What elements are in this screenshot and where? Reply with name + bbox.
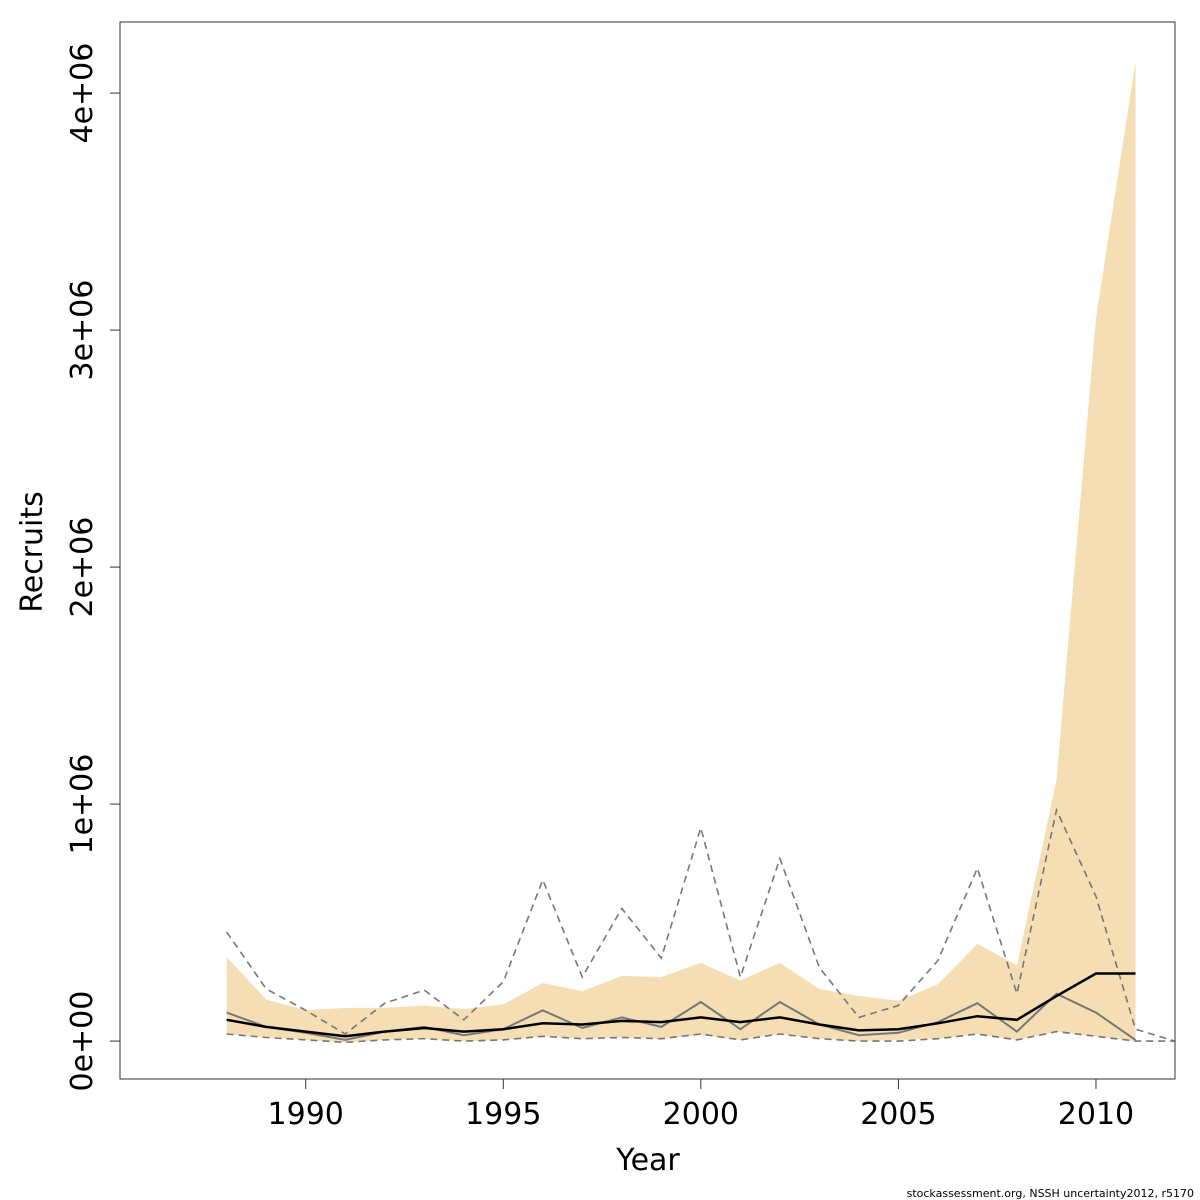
- y-tick-label: 0e+00: [65, 991, 100, 1092]
- lower-dashed-line: [226, 1030, 1175, 1044]
- footer-caption: stockassessment.org, NSSH uncertainty201…: [907, 1187, 1194, 1200]
- y-tick-label: 4e+06: [65, 43, 100, 144]
- y-tick-label: 1e+06: [65, 754, 100, 855]
- x-axis-title: Year: [615, 1143, 680, 1178]
- x-tick-label: 2000: [663, 1097, 739, 1132]
- series-layer: [226, 807, 1176, 1044]
- median-line: [226, 972, 1136, 1038]
- x-tick-label: 1995: [465, 1097, 541, 1132]
- x-tick-label: 2010: [1058, 1097, 1134, 1132]
- upper-dashed-line: [226, 807, 1176, 1042]
- y-tick-label: 2e+06: [65, 517, 100, 618]
- confidence-band-layer: [226, 62, 1136, 1043]
- y-axis-title: Recruits: [15, 491, 50, 613]
- y-tick-label: 3e+06: [65, 280, 100, 381]
- confidence-band: [226, 62, 1136, 1043]
- x-tick-label: 2005: [860, 1097, 936, 1132]
- y-axis: 0e+00 1e+06 2e+06 3e+06 4e+06: [65, 43, 120, 1092]
- x-tick-label: 1990: [268, 1097, 344, 1132]
- plot-frame: [119, 21, 1176, 1080]
- x-axis: 1990 1995 2000 2005 2010: [268, 1079, 1134, 1132]
